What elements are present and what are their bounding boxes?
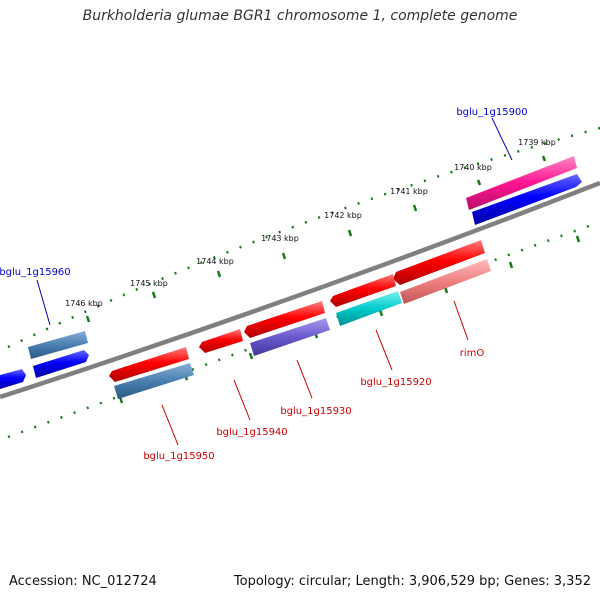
forward-strand-genes [28,156,577,382]
gene-bglu-1g15920[interactable] [336,291,402,326]
gene-rimO[interactable] [400,259,491,304]
gene-bglu-1g15900[interactable] [466,156,577,210]
tick-label: 1739 kbp [518,138,556,147]
gene-bglu-1g15960[interactable] [28,331,88,359]
gene-label: bglu_1g15900 [456,107,527,118]
tick-label: 1746 kbp [65,299,103,308]
tick-label: 1742 kbp [324,211,362,220]
gene-red-forward[interactable] [393,240,485,285]
outer-major-ticks [85,155,547,323]
tick-label: 1741 kbp [390,187,428,196]
reverse-strand-genes [0,174,582,399]
tick-label: 1743 kbp [261,234,299,243]
gene-label: bglu_1g15950 [143,451,214,462]
gene-red-forward[interactable] [199,329,243,353]
gene-blue-reverse[interactable] [33,350,89,378]
gene-labels: bglu_1g15900 bglu_1g15960 rimO bglu_1g15… [0,107,528,462]
accession-text: Accession: NC_012724 [9,574,157,589]
tick-labels: 1739 kbp 1740 kbp 1741 kbp 1742 kbp 1743… [65,138,556,308]
label-leaders [36,117,513,446]
gene-blue-reverse[interactable] [0,369,26,389]
gene-bglu-1g15950[interactable] [114,363,194,399]
gene-label: bglu_1g15930 [280,406,351,417]
genome-backbone [0,180,600,400]
tick-label: 1740 kbp [454,163,492,172]
map-title: Burkholderia glumae BGR1 chromosome 1, c… [82,8,518,24]
tick-label: 1744 kbp [196,257,234,266]
gene-blue-reverse[interactable] [472,174,582,225]
genome-summary-text: Topology: circular; Length: 3,906,529 bp… [233,574,591,589]
gene-label: rimO [460,348,485,359]
tick-label: 1745 kbp [130,279,168,288]
gene-bglu-1g15930[interactable] [250,318,330,356]
gene-red-forward[interactable] [244,301,325,338]
gene-label: bglu_1g15960 [0,267,71,278]
gene-red-forward[interactable] [330,274,396,307]
gene-red-forward[interactable] [109,347,189,382]
gene-label: bglu_1g15940 [216,427,287,438]
gene-label: bglu_1g15920 [360,377,431,388]
